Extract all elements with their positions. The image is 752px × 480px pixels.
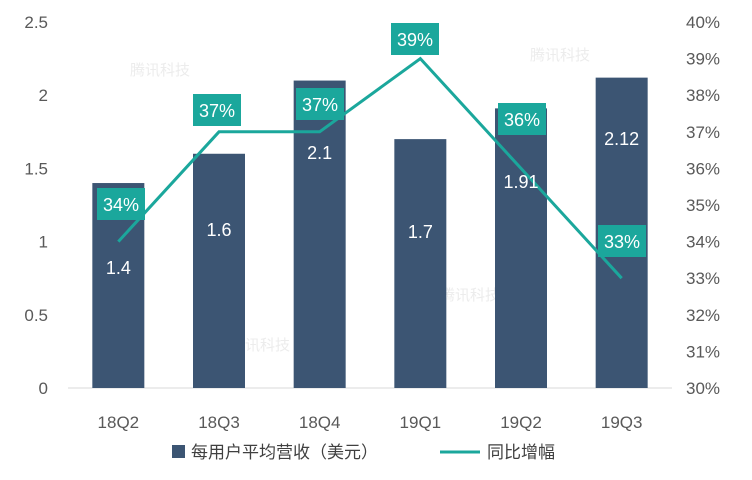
line-label-box xyxy=(391,23,439,55)
bar-value-label: 1.91 xyxy=(503,172,538,192)
right-tick-label: 37% xyxy=(686,123,720,142)
legend-bar-swatch xyxy=(172,445,185,458)
bar xyxy=(495,108,547,388)
line-value-label: 37% xyxy=(302,95,338,115)
legend-bar-label: 每用户平均营收（美元） xyxy=(191,443,378,462)
bar xyxy=(293,80,346,388)
right-tick-label: 31% xyxy=(686,342,720,361)
bar xyxy=(394,139,447,388)
line-label-box xyxy=(498,103,546,135)
series-line xyxy=(117,56,623,280)
right-tick-label: 40% xyxy=(686,13,720,32)
left-tick-label: 1 xyxy=(39,233,48,252)
watermark: 腾讯科技 xyxy=(130,62,190,79)
x-tick-label: 19Q3 xyxy=(601,413,643,432)
x-tick-label: 18Q3 xyxy=(198,413,240,432)
line-value-label: 37% xyxy=(199,101,235,121)
right-tick-label: 30% xyxy=(686,379,720,398)
x-tick-label: 19Q2 xyxy=(500,413,542,432)
line-label-box xyxy=(193,94,241,126)
right-tick-label: 33% xyxy=(686,269,720,288)
right-tick-label: 34% xyxy=(686,233,720,252)
left-tick-label: 0.5 xyxy=(24,306,48,325)
right-tick-label: 38% xyxy=(686,86,720,105)
line-label-box xyxy=(97,188,145,220)
right-tick-label: 32% xyxy=(686,306,720,325)
line-label-box xyxy=(598,225,646,257)
line-value-label: 39% xyxy=(397,30,433,50)
watermark: 腾讯科技 xyxy=(530,47,590,64)
right-tick-label: 39% xyxy=(686,50,720,69)
line-value-label: 36% xyxy=(504,110,540,130)
x-tick-label: 18Q4 xyxy=(299,413,341,432)
legend-line-label: 同比增幅 xyxy=(487,443,555,462)
line-label-box xyxy=(296,88,344,120)
left-tick-label: 0 xyxy=(39,379,48,398)
bar-value-label: 1.7 xyxy=(408,222,433,242)
bar-value-label: 2.1 xyxy=(307,143,332,163)
left-tick-label: 2.5 xyxy=(24,13,48,32)
x-tick-label: 18Q2 xyxy=(98,413,140,432)
bar-value-label: 2.12 xyxy=(604,129,639,149)
left-tick-label: 2 xyxy=(39,86,48,105)
x-tick-label: 19Q1 xyxy=(400,413,442,432)
line-value-label: 34% xyxy=(103,195,139,215)
right-tick-label: 36% xyxy=(686,159,720,178)
bar-value-label: 1.6 xyxy=(206,220,231,240)
watermark: 腾讯科技 xyxy=(440,287,500,304)
right-tick-label: 35% xyxy=(686,196,720,215)
left-tick-label: 1.5 xyxy=(24,159,48,178)
bar-value-label: 1.4 xyxy=(106,258,131,278)
line-value-label: 33% xyxy=(604,232,640,252)
bar xyxy=(193,153,245,388)
